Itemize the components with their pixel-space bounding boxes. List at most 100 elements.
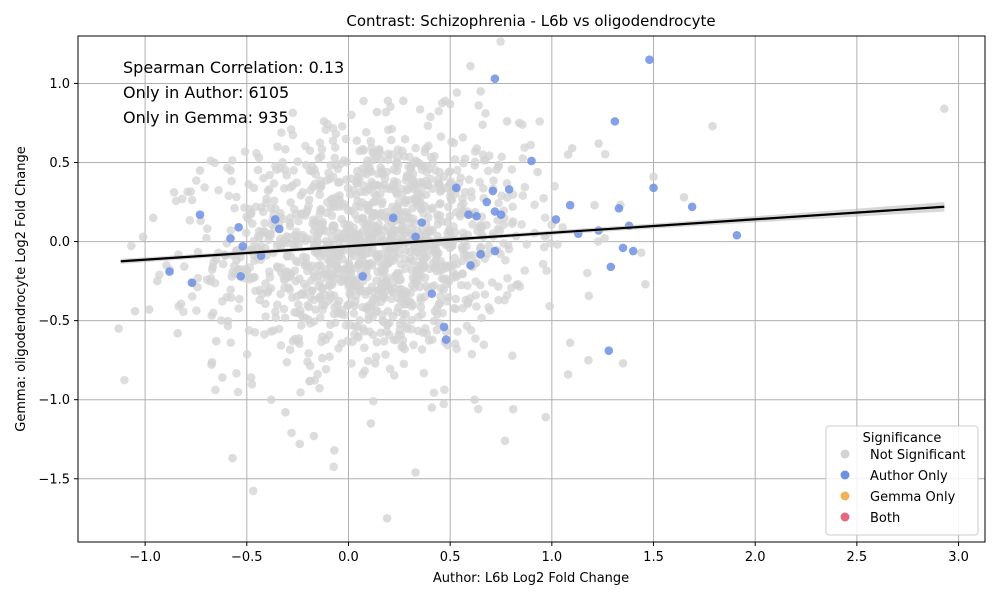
point-not-significant: [387, 202, 397, 212]
point-not-significant: [396, 275, 406, 285]
annotation-spearman: Spearman Correlation: 0.13: [123, 58, 344, 77]
point-not-significant: [228, 453, 237, 463]
point-not-significant: [508, 404, 518, 414]
point-not-significant: [514, 118, 524, 128]
point-not-significant: [417, 161, 427, 171]
point-not-significant: [263, 286, 273, 296]
point-not-significant: [240, 147, 250, 156]
point-not-significant: [372, 276, 381, 285]
point-not-significant: [352, 136, 362, 145]
point-not-significant: [489, 176, 498, 185]
point-not-significant: [144, 305, 154, 314]
point-not-significant: [245, 275, 254, 284]
point-not-significant: [458, 269, 468, 279]
point-not-significant: [305, 146, 315, 155]
stats-annotations: Spearman Correlation: 0.13 Only in Autho…: [123, 58, 344, 127]
point-not-significant: [541, 412, 551, 422]
point-not-significant: [539, 193, 548, 203]
point-not-significant: [345, 290, 355, 300]
point-not-significant: [329, 445, 339, 455]
point-author-only: [504, 185, 514, 194]
point-not-significant: [445, 243, 455, 253]
point-not-significant: [398, 316, 408, 326]
point-not-significant: [402, 324, 412, 334]
point-not-significant: [590, 200, 599, 210]
point-not-significant: [286, 198, 295, 207]
point-not-significant: [427, 403, 437, 412]
point-not-significant: [445, 99, 455, 109]
point-not-significant: [289, 231, 299, 240]
point-not-significant: [500, 436, 510, 446]
point-not-significant: [282, 357, 292, 367]
point-not-significant: [315, 227, 324, 236]
point-not-significant: [415, 105, 425, 114]
point-not-significant: [179, 307, 188, 317]
point-not-significant: [169, 188, 179, 197]
point-not-significant: [382, 223, 392, 232]
point-author-only: [645, 55, 654, 65]
point-not-significant: [361, 304, 371, 313]
point-not-significant: [253, 165, 263, 175]
point-author-only: [451, 183, 461, 193]
point-not-significant: [217, 297, 227, 306]
point-not-significant: [434, 106, 444, 116]
point-not-significant: [300, 211, 310, 220]
point-not-significant: [333, 178, 343, 187]
point-not-significant: [468, 220, 477, 229]
point-author-only: [618, 243, 628, 253]
point-not-significant: [230, 203, 239, 213]
point-not-significant: [443, 218, 452, 227]
point-not-significant: [308, 182, 318, 191]
point-not-significant: [435, 199, 444, 209]
point-author-only: [551, 215, 561, 224]
point-not-significant: [477, 313, 486, 323]
point-not-significant: [311, 305, 320, 314]
x-tick-label: −1.0: [129, 550, 161, 565]
point-not-significant: [374, 256, 384, 266]
point-not-significant: [478, 120, 487, 130]
point-author-only: [195, 210, 205, 219]
point-not-significant: [355, 146, 364, 156]
point-not-significant: [385, 364, 395, 374]
point-not-significant: [389, 248, 399, 258]
point-not-significant: [282, 170, 292, 180]
point-not-significant: [202, 275, 212, 285]
point-not-significant: [279, 304, 289, 314]
point-not-significant: [325, 352, 334, 361]
point-not-significant: [476, 280, 485, 290]
point-author-only: [187, 278, 197, 287]
point-not-significant: [535, 117, 544, 126]
point-not-significant: [439, 399, 449, 409]
point-not-significant: [584, 291, 594, 301]
point-not-significant: [259, 173, 268, 183]
point-not-significant: [600, 234, 609, 243]
point-not-significant: [227, 176, 236, 186]
point-not-significant: [325, 174, 335, 184]
point-not-significant: [315, 383, 324, 393]
point-author-only: [482, 197, 492, 207]
point-not-significant: [126, 241, 136, 251]
y-tick-label: 1.0: [49, 77, 70, 92]
point-not-significant: [458, 256, 467, 266]
point-author-only: [565, 200, 575, 210]
point-not-significant: [232, 256, 241, 265]
point-not-significant: [326, 320, 335, 329]
point-not-significant: [446, 194, 456, 204]
legend: Significance Not Significant Author Only G…: [825, 425, 979, 536]
point-not-significant: [503, 240, 513, 250]
point-not-significant: [546, 238, 555, 248]
point-not-significant: [545, 301, 555, 311]
point-not-significant: [436, 291, 445, 301]
point-author-only: [388, 213, 398, 223]
point-not-significant: [368, 294, 378, 304]
point-not-significant: [553, 240, 562, 249]
point-not-significant: [386, 135, 396, 145]
point-not-significant: [431, 255, 441, 265]
point-author-only: [490, 74, 500, 83]
point-not-significant: [130, 306, 140, 316]
point-not-significant: [334, 343, 343, 353]
point-not-significant: [375, 181, 385, 191]
point-not-significant: [387, 150, 397, 159]
point-not-significant: [463, 281, 472, 290]
